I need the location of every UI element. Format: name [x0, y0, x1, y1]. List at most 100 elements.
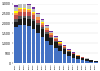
Bar [27, 26, 31, 63]
Bar [49, 45, 53, 63]
Bar [27, 9, 31, 10]
Bar [67, 50, 71, 51]
Bar [63, 48, 66, 49]
Bar [58, 41, 62, 42]
Bar [89, 62, 93, 63]
Bar [40, 27, 44, 29]
Bar [32, 9, 35, 12]
Bar [63, 45, 66, 46]
Bar [14, 7, 18, 11]
Bar [23, 4, 26, 8]
Bar [18, 9, 22, 12]
Bar [49, 33, 53, 35]
Bar [76, 56, 80, 59]
Bar [58, 44, 62, 45]
Bar [32, 12, 35, 13]
Bar [40, 19, 44, 20]
Bar [54, 41, 58, 42]
Bar [67, 56, 71, 63]
Bar [14, 11, 18, 12]
Bar [23, 18, 26, 25]
Bar [32, 21, 35, 29]
Bar [36, 25, 40, 33]
Bar [18, 2, 22, 4]
Bar [14, 12, 18, 15]
Bar [58, 43, 62, 44]
Bar [27, 3, 31, 5]
Bar [72, 52, 75, 53]
Bar [36, 23, 40, 25]
Bar [14, 5, 18, 7]
Bar [45, 26, 49, 28]
Bar [94, 61, 98, 62]
Bar [23, 12, 26, 16]
Bar [54, 37, 58, 38]
Bar [58, 46, 62, 51]
Bar [32, 7, 35, 9]
Bar [27, 10, 31, 12]
Bar [45, 30, 49, 32]
Bar [32, 13, 35, 15]
Bar [63, 47, 66, 48]
Bar [54, 36, 58, 37]
Bar [54, 48, 58, 63]
Bar [36, 13, 40, 14]
Bar [45, 34, 49, 41]
Bar [36, 17, 40, 20]
Bar [58, 42, 62, 43]
Bar [23, 8, 26, 9]
Bar [23, 9, 26, 12]
Bar [18, 25, 22, 63]
Bar [14, 19, 18, 22]
Bar [76, 55, 80, 56]
Bar [58, 45, 62, 46]
Bar [80, 58, 84, 60]
Bar [85, 58, 89, 59]
Bar [14, 22, 18, 27]
Bar [49, 32, 53, 33]
Bar [45, 25, 49, 26]
Bar [76, 59, 80, 63]
Bar [49, 35, 53, 37]
Bar [63, 46, 66, 47]
Bar [80, 57, 84, 58]
Bar [40, 22, 44, 23]
Bar [40, 29, 44, 37]
Bar [49, 38, 53, 45]
Bar [94, 62, 98, 63]
Bar [36, 14, 40, 17]
Bar [49, 37, 53, 38]
Bar [18, 8, 22, 9]
Bar [49, 31, 53, 32]
Bar [18, 19, 22, 25]
Bar [27, 19, 31, 26]
Bar [85, 59, 89, 61]
Bar [14, 27, 18, 63]
Bar [40, 25, 44, 27]
Bar [27, 5, 31, 9]
Bar [23, 2, 26, 4]
Bar [45, 32, 49, 34]
Bar [67, 49, 71, 50]
Bar [67, 51, 71, 52]
Bar [45, 41, 49, 63]
Bar [23, 25, 26, 63]
Bar [40, 23, 44, 25]
Bar [14, 15, 18, 19]
Bar [72, 53, 75, 54]
Bar [45, 28, 49, 30]
Bar [89, 60, 93, 62]
Bar [72, 54, 75, 58]
Bar [18, 12, 22, 16]
Bar [54, 42, 58, 48]
Bar [18, 16, 22, 19]
Bar [80, 60, 84, 63]
Bar [18, 4, 22, 8]
Bar [32, 19, 35, 21]
Bar [36, 33, 40, 63]
Bar [58, 51, 62, 63]
Bar [23, 16, 26, 18]
Bar [40, 37, 44, 63]
Bar [32, 15, 35, 19]
Bar [67, 52, 71, 56]
